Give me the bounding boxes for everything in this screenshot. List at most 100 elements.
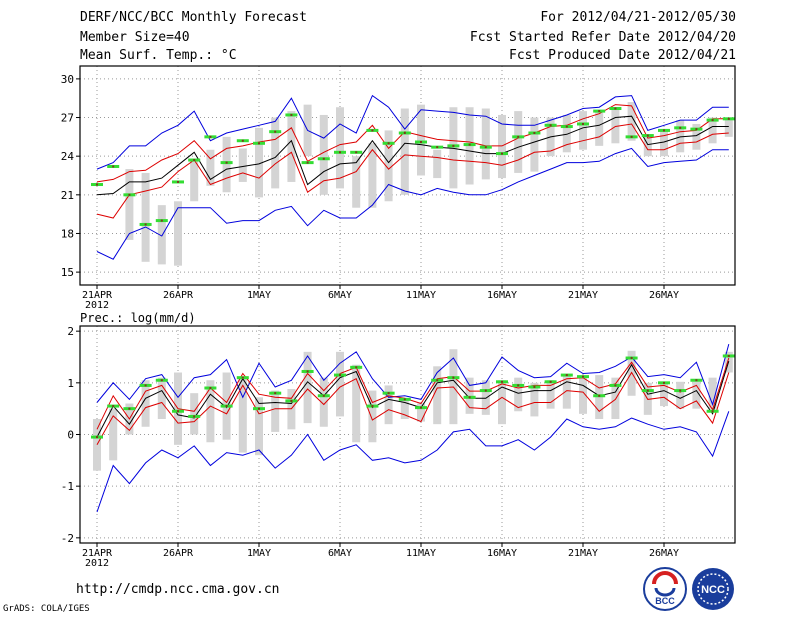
temp-box [190,158,199,202]
temp-obs-center [371,129,374,132]
temp-obs-center [112,165,115,168]
prec-box [465,377,474,414]
temp-box [417,104,425,176]
temp-obs-center [452,144,455,147]
temp-obs-center [420,141,422,144]
prec-box [141,380,150,427]
prec-ytick-label: 0 [67,429,74,442]
prec-obs-center [646,389,649,392]
prec-xtick-label: 26APR [163,548,194,559]
prec-obs-center [582,375,584,378]
prec-box [93,419,101,471]
prec-ytick-label: -2 [61,532,74,545]
prec-box [206,380,215,443]
prec-obs-center [258,407,260,410]
temp-obs-center [565,125,568,128]
temp-ytick-label: 18 [61,227,74,240]
temp-obs-center [322,157,325,160]
temp-box [238,148,247,182]
ncc-logo-text: NCC [701,584,725,596]
temp-box [627,102,636,141]
temp-xtick-label: 16MAY [487,290,517,301]
temp-obs-center [128,193,131,196]
temp-xtick-label: 21MAY [568,290,598,301]
prec-obs-center [96,436,98,439]
prec-box [255,397,263,456]
prec-obs-center [306,370,309,373]
temp-frame [79,65,736,286]
prec-obs-center [241,376,244,379]
temp-panel: 15 18 21 24 27 30 21APR 26APR 1MAY 6MAY 11MAY 16MAY… [61,65,736,311]
prec-xtick-label: 21MAY [568,548,598,559]
prec-obs-center [711,410,714,413]
temp-obs-center [533,131,536,134]
prec-frame [79,325,736,544]
prec-obs-center [614,384,617,387]
temp-obs-center [160,219,163,222]
temp-box [141,172,150,262]
temp-obs-center [403,131,406,134]
prec-box [238,377,247,453]
prec-max-line [96,343,730,407]
prec-obs-center [387,392,390,395]
prec-box [271,390,280,432]
prec-box [368,390,377,443]
temp-box [692,123,701,150]
temp-obs-center [646,134,649,137]
temp-box [498,114,506,179]
temp-ytick-label: 27 [61,112,74,125]
temp-box [660,130,668,157]
temp-obs-center [355,151,358,154]
prec-obs-center [371,405,374,408]
prec-box [498,380,506,425]
prec-obs-center [355,366,358,369]
prec-obs-center [225,405,228,408]
temp-obs-center [209,135,212,138]
forecast-period: For 2012/04/21-2012/05/30 [540,10,736,25]
prec-xtick-label: 16MAY [487,548,517,559]
temp-obs-center [727,117,730,120]
variable-label: Mean Surf. Temp.: °C [80,48,237,63]
temp-xtick-label: 21APR [82,290,113,301]
prec-panel: -2 -1 0 1 2 21APR 26APR 1MAY 6MAY 11MAY 16MAY 21MAY… [61,325,736,569]
prec-xtick-label: 21APR [82,548,113,559]
prec-obs-center [128,407,131,410]
prec-box [481,380,490,415]
prec-obs-center [598,394,601,397]
prec-obs-center [420,406,422,409]
temp-obs-center [663,129,665,132]
temp-box [174,201,182,266]
temp-box [611,108,620,144]
temp-obs-center [241,139,244,142]
temp-ytick-label: 21 [61,189,74,202]
prec-box [692,381,701,409]
prec-obs-center [177,410,179,413]
prec-obs-center [663,381,665,384]
prec-box [708,377,717,409]
temp-box [222,136,231,193]
prec-obs-center [549,380,552,383]
prec-box [336,351,344,417]
temp-obs-center [582,122,584,125]
temp-box [724,117,733,137]
temp-obs-center [306,161,309,164]
temp-max-line [96,94,729,170]
temp-xtick-label: 1MAY [247,290,271,301]
prec-box [303,351,312,424]
prec-box [546,380,555,409]
prec-obs-center [533,385,536,388]
temp-box [400,108,409,195]
temp-obs-center [549,124,552,127]
source-url[interactable]: http://cmdp.ncc.cma.gov.cn [76,582,280,597]
temp-box [125,169,134,240]
refer-date: Fcst Started Refer Date 2012/04/20 [469,30,736,45]
prec-box [611,377,620,419]
temp-obs-center [387,142,390,145]
temp-box [336,107,344,189]
ncc-logo: NCC [692,568,734,610]
prec-obs-center [322,394,325,397]
prec-obs-center [436,379,439,382]
temp-mean-line [96,115,729,196]
prec-box [433,366,442,425]
prec-box [352,364,361,443]
